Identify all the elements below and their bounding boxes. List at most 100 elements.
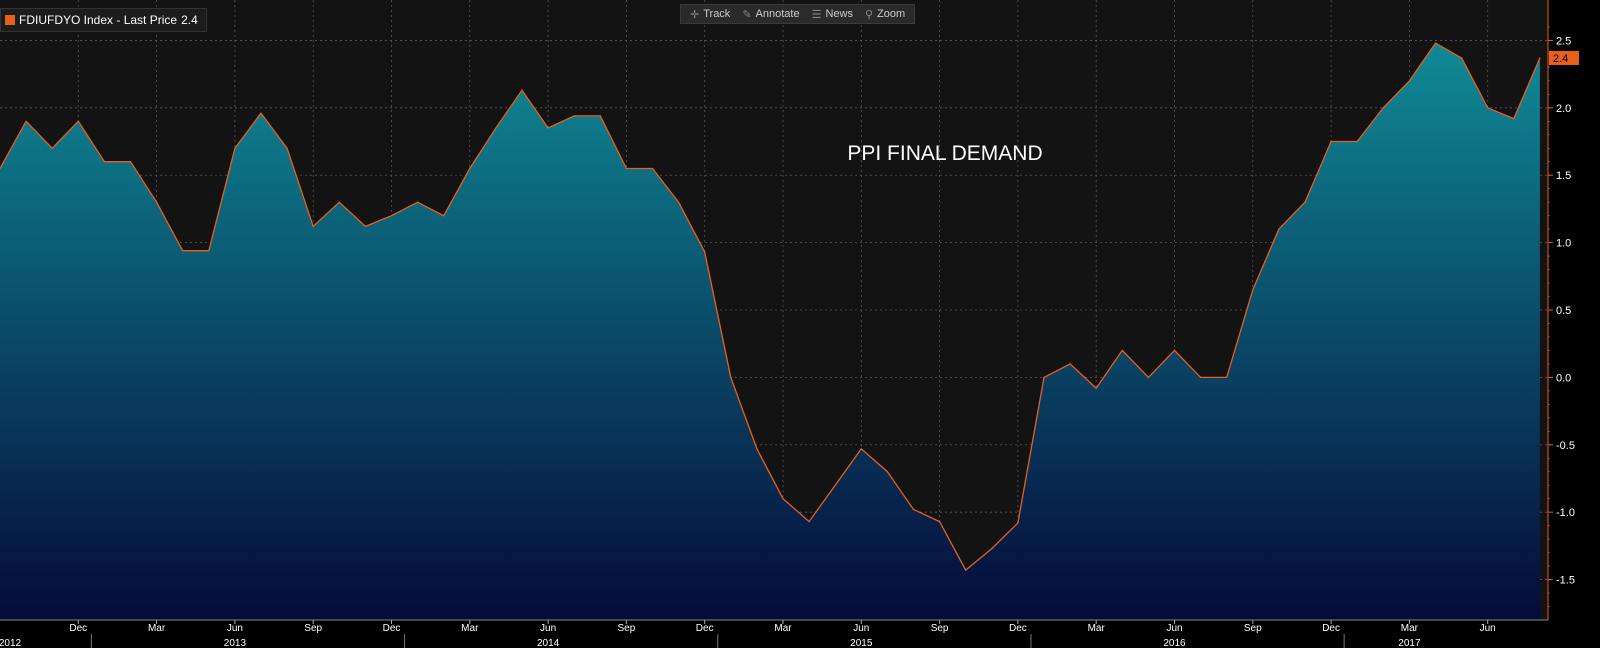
- news-button[interactable]: ☰ News: [807, 8, 858, 21]
- data-point: [704, 251, 706, 253]
- data-point: [1173, 349, 1176, 351]
- y-tick-label: -1.5: [1556, 575, 1575, 587]
- data-point: [1278, 228, 1280, 230]
- data-point: [208, 250, 210, 252]
- data-point: [25, 120, 27, 122]
- data-point: [443, 215, 445, 217]
- data-point: [1539, 57, 1541, 59]
- x-year-label: 2012: [0, 638, 22, 648]
- x-month-label: Sep: [1244, 623, 1262, 634]
- legend[interactable]: FDIUFDYO Index - Last Price 2.4: [0, 8, 207, 32]
- magnifier-icon: ⚲: [864, 8, 874, 21]
- data-point: [1487, 107, 1489, 109]
- data-point: [312, 225, 314, 227]
- zoom-label: Zoom: [877, 8, 906, 20]
- data-point: [756, 448, 758, 450]
- chart-toolbar: ✛ Track ✎ Annotate ☰ News ⚲ Zoom: [680, 4, 916, 24]
- data-point: [678, 201, 680, 203]
- right-axis-background: [1548, 0, 1600, 620]
- x-month-label: Mar: [461, 623, 479, 634]
- data-point: [338, 201, 340, 203]
- data-point: [182, 250, 184, 252]
- x-month-label: Dec: [1009, 623, 1027, 634]
- legend-ticker: FDIUFDYO Index: [19, 13, 114, 27]
- crosshair-icon: ✛: [690, 8, 700, 21]
- zoom-button[interactable]: ⚲ Zoom: [860, 8, 910, 21]
- last-value-badge-label: 2.4: [1553, 53, 1568, 65]
- data-point: [129, 161, 132, 163]
- data-point: [0, 167, 1, 170]
- series-area: [0, 43, 1540, 621]
- data-point: [103, 161, 105, 163]
- track-button[interactable]: ✛ Track: [685, 8, 735, 21]
- x-month-label: Jun: [853, 623, 869, 634]
- y-tick-label: -0.5: [1556, 440, 1575, 452]
- x-year-label: 2015: [850, 638, 873, 648]
- data-point: [651, 167, 654, 170]
- y-tick-label: 1.0: [1556, 238, 1571, 250]
- data-point: [1461, 57, 1463, 59]
- data-point: [782, 498, 784, 500]
- legend-swatch: [5, 15, 15, 25]
- data-point: [1434, 42, 1437, 44]
- data-point: [808, 521, 810, 523]
- data-point: [495, 127, 497, 129]
- list-icon: ☰: [811, 8, 822, 21]
- data-point: [1043, 376, 1045, 378]
- x-month-label: Dec: [696, 623, 714, 634]
- x-month-label: Mar: [774, 623, 792, 634]
- data-point: [886, 471, 889, 473]
- data-point: [965, 569, 967, 571]
- data-point: [1095, 387, 1097, 389]
- data-point: [1330, 140, 1332, 143]
- x-month-label: Jun: [227, 623, 243, 634]
- legend-last-value: 2.4: [181, 13, 198, 27]
- x-year-label: 2014: [537, 638, 560, 648]
- data-point: [260, 112, 262, 114]
- x-month-label: Jun: [1166, 623, 1182, 634]
- data-point: [1252, 289, 1254, 291]
- last-value-badge: [1549, 50, 1579, 65]
- x-month-label: Mar: [1088, 623, 1106, 634]
- x-month-label: Dec: [383, 623, 401, 634]
- x-year-label: 2016: [1163, 638, 1186, 648]
- x-month-label: Sep: [618, 623, 636, 634]
- data-point: [364, 225, 366, 227]
- data-point: [834, 484, 836, 486]
- x-month-label: Mar: [148, 623, 166, 634]
- x-year-label: 2013: [224, 638, 247, 648]
- track-label: Track: [703, 8, 731, 20]
- data-point: [469, 167, 471, 170]
- data-point: [417, 201, 419, 203]
- data-point: [1069, 363, 1071, 365]
- x-month-label: Sep: [931, 623, 949, 634]
- data-point: [77, 120, 79, 122]
- news-label: News: [825, 8, 853, 20]
- annotate-label: Annotate: [755, 8, 800, 20]
- data-point: [1121, 349, 1123, 351]
- data-point: [521, 89, 523, 91]
- data-point: [1147, 376, 1149, 378]
- legend-last-label: Last Price: [123, 13, 178, 27]
- data-point: [156, 201, 158, 203]
- data-point: [1304, 201, 1306, 203]
- data-point: [390, 215, 393, 217]
- data-point: [599, 115, 601, 117]
- series-line: [0, 42, 1541, 572]
- data-point: [730, 376, 732, 378]
- annotate-button[interactable]: ✎ Annotate: [737, 8, 804, 21]
- data-point: [912, 508, 915, 511]
- data-point: [234, 147, 236, 149]
- data-point: [1200, 376, 1202, 378]
- x-year-label: 2017: [1398, 638, 1421, 648]
- data-point: [991, 548, 993, 550]
- legend-separator: -: [113, 13, 124, 27]
- x-month-label: Sep: [304, 623, 322, 634]
- y-tick-label: 2.0: [1556, 103, 1571, 115]
- data-point: [547, 127, 549, 129]
- data-point: [1382, 107, 1384, 109]
- y-tick-label: 1.5: [1556, 170, 1571, 182]
- data-point: [1017, 522, 1019, 524]
- data-point: [573, 115, 575, 117]
